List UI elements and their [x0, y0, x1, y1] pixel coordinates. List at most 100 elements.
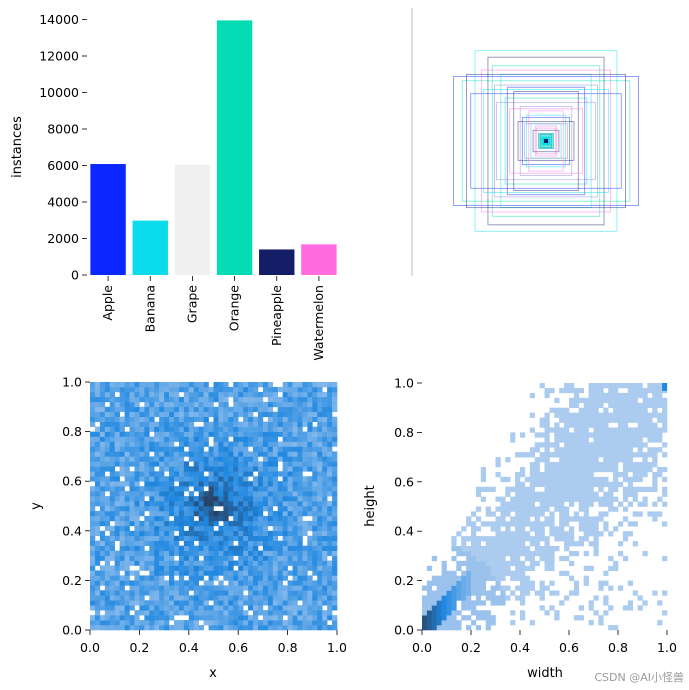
wh-hist-cell — [446, 625, 452, 631]
xy-hist-cell — [322, 491, 328, 497]
xy-hist-cell — [223, 535, 229, 542]
xy-hist-cell — [213, 486, 219, 492]
wh-hist-cell — [564, 457, 570, 463]
xy-hist-cell — [188, 496, 195, 502]
xy-hist-cell — [257, 401, 264, 408]
wh-hist-cell — [534, 560, 540, 567]
xy-hist-cell — [198, 600, 204, 606]
wh-hist-cell — [500, 521, 506, 527]
wh-hist-cell — [559, 407, 565, 413]
wh-hist-cell — [515, 491, 521, 497]
xy-hist-cell — [312, 411, 318, 418]
xy-hist-cell — [317, 431, 323, 437]
wh-hist-cell — [554, 476, 560, 483]
wh-hist-cell — [578, 615, 584, 621]
xy-hist-cell — [203, 461, 209, 467]
wh-hist-cell — [490, 521, 496, 527]
wh-hist-cell — [539, 580, 545, 586]
xy-hist-cell — [94, 515, 101, 522]
xy-hist-cell — [317, 401, 323, 408]
xy-hist-cell — [238, 386, 244, 393]
wh-hist-cell — [515, 560, 521, 567]
wh-hist-cell — [544, 466, 550, 473]
xy-hist-cell — [109, 620, 115, 626]
xy-hist-cell — [129, 550, 135, 556]
xy-hist-cell — [159, 620, 165, 626]
xy-hist-cell — [233, 421, 239, 427]
xy-hist-cell — [272, 491, 279, 497]
xy-hist-cell — [94, 441, 101, 447]
wh-hist-cell — [622, 555, 629, 562]
xy-hist-cell — [287, 386, 293, 393]
xy-hist-cell — [253, 595, 259, 601]
xy-hist-cell — [218, 416, 224, 422]
xy-hist-cell — [213, 446, 219, 452]
xy-hist-cell — [203, 382, 209, 388]
xy-hist-cell — [223, 590, 229, 596]
xy-hist-cell — [317, 595, 323, 601]
wh-hist-cell — [471, 590, 477, 596]
xy-hist-cell — [317, 416, 323, 422]
wh-hist-cell — [627, 412, 633, 418]
xy-hist-cell — [164, 382, 170, 388]
xy-hist-cell — [267, 416, 274, 422]
wh-hist-cell — [637, 511, 643, 517]
xy-hist-cell — [277, 540, 283, 546]
wh-hist-cell — [534, 526, 540, 532]
xy-hist-cell — [238, 411, 244, 418]
xy-hist-cell — [208, 525, 214, 532]
wh-hist-cell — [559, 452, 565, 458]
xy-hist-cell — [262, 625, 269, 631]
wh-hist-cell — [534, 536, 540, 542]
xy-hist-cell — [134, 610, 140, 616]
wh-hist-cell — [632, 466, 638, 473]
xy-hist-cell — [223, 382, 229, 388]
xy-hist-cell — [208, 396, 214, 403]
xy-hist-cell — [99, 481, 106, 487]
xy-hist-cell — [183, 540, 190, 546]
xy-hist-cell — [208, 386, 214, 393]
xy-hist-cell — [99, 476, 106, 482]
xy-hist-cell — [144, 411, 150, 418]
xy-hist-cell — [307, 416, 313, 422]
xy-hist-cell — [134, 625, 140, 631]
wh-hist-cell — [564, 387, 570, 394]
xy-hist-cell — [99, 486, 106, 492]
xy-hist-cell — [228, 510, 234, 517]
xy-hist-cell — [287, 441, 293, 447]
wh-hist-cell — [544, 501, 550, 507]
xy-hist-cell — [228, 600, 234, 606]
xy-hist-cell — [312, 401, 318, 408]
xy-hist-cell — [109, 565, 115, 571]
xy-hist-cell — [287, 550, 293, 556]
wh-hist-cell — [569, 560, 575, 567]
xy-hist-cell — [159, 550, 165, 556]
wh-hist-cell — [466, 600, 472, 606]
bar-x-ticks: Apple Banana Grape Orange Pineapple Watermelo… — [100, 276, 326, 361]
wh-hist-cell — [500, 560, 506, 567]
wh-hist-cell — [573, 590, 580, 596]
wh-hist-cell — [613, 481, 619, 488]
xy-hist-cell — [312, 520, 318, 527]
xy-hist-cell — [218, 515, 224, 522]
xy-hist-cell — [203, 615, 209, 621]
xy-hist-cell — [114, 456, 120, 462]
xy-hist-cell — [169, 396, 175, 403]
xy-hist-cell — [322, 406, 328, 413]
xy-hist-cell — [282, 550, 288, 556]
xy-hist-cell — [322, 496, 328, 502]
xy-hist-cell — [134, 406, 140, 413]
wh-hist-cell — [642, 412, 648, 418]
xy-hist-cell — [287, 476, 293, 482]
wh-hist-cell — [608, 491, 614, 497]
wh-hist-cell — [510, 437, 516, 443]
xy-hist-cell — [233, 620, 239, 626]
wh-hist-cell — [520, 595, 526, 601]
wh-hist-cell — [627, 387, 633, 394]
xy-hist-cell — [159, 471, 165, 477]
wh-hist-cell — [480, 555, 486, 562]
xy-hist-cell — [129, 382, 135, 388]
xy-hist-cell — [104, 461, 111, 467]
box-outline — [532, 129, 560, 153]
xy-hist-cell — [243, 565, 249, 571]
